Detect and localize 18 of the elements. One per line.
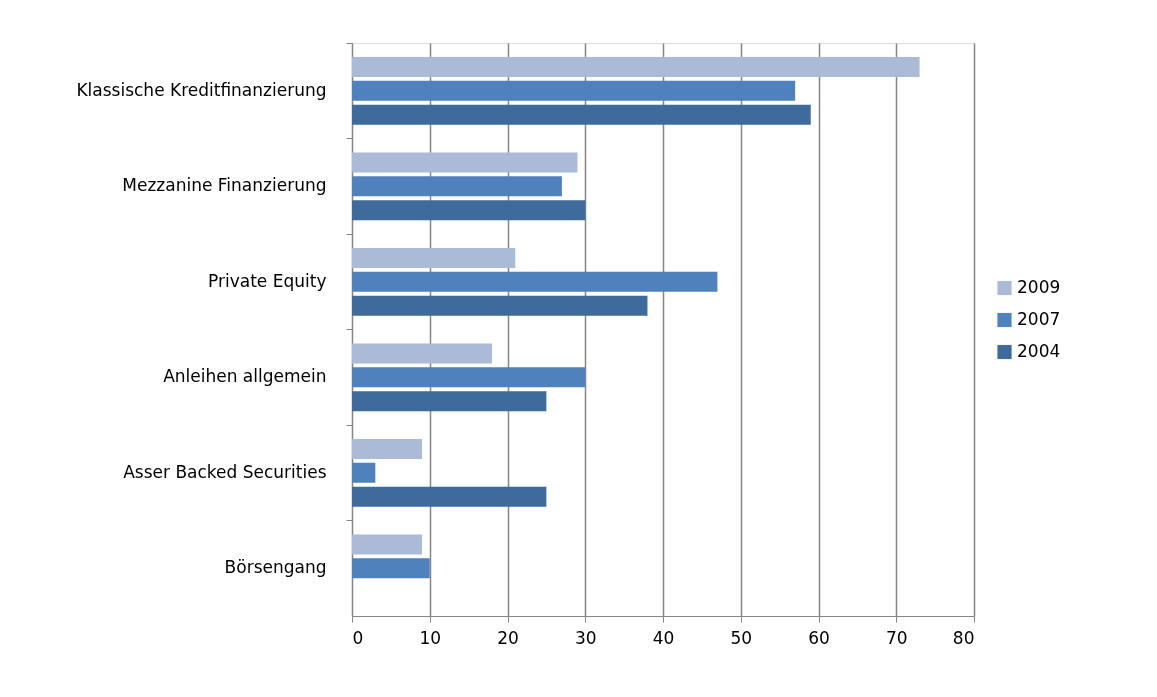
x-tick-label: 10 xyxy=(419,627,442,648)
x-tick-label: 60 xyxy=(808,627,830,648)
legend-label: 2007 xyxy=(1017,309,1061,329)
x-tick-label: 20 xyxy=(497,627,519,648)
legend-label: 2009 xyxy=(1017,277,1061,297)
x-tick-label: 50 xyxy=(730,627,753,648)
x-tick-label: 30 xyxy=(574,627,597,648)
legend-label: 2004 xyxy=(1017,341,1061,361)
y-tick-label: Mezzanine Finanzierung xyxy=(122,175,327,196)
x-tick-label: 70 xyxy=(885,627,908,648)
x-tick-label: 40 xyxy=(652,627,675,648)
y-tick-label: Anleihen allgemein xyxy=(163,366,327,387)
y-tick-label: Klassische Kreditfinanzierung xyxy=(76,79,327,100)
y-tick-label: Asser Backed Securities xyxy=(123,461,327,482)
x-tick-label: 80 xyxy=(952,627,975,648)
y-tick-label: Private Equity xyxy=(208,270,327,291)
x-tick-label: 0 xyxy=(352,627,364,648)
y-tick-label: Börsengang xyxy=(224,557,327,578)
